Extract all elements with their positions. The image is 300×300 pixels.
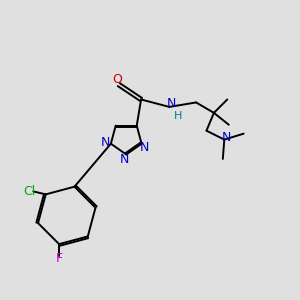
Text: N: N (101, 136, 110, 149)
Text: Cl: Cl (23, 185, 35, 198)
Text: O: O (112, 73, 122, 86)
Text: N: N (222, 131, 231, 144)
Text: F: F (56, 253, 63, 266)
Text: H: H (174, 111, 182, 121)
Text: N: N (140, 141, 149, 154)
Text: N: N (167, 98, 176, 110)
Text: N: N (120, 153, 129, 166)
